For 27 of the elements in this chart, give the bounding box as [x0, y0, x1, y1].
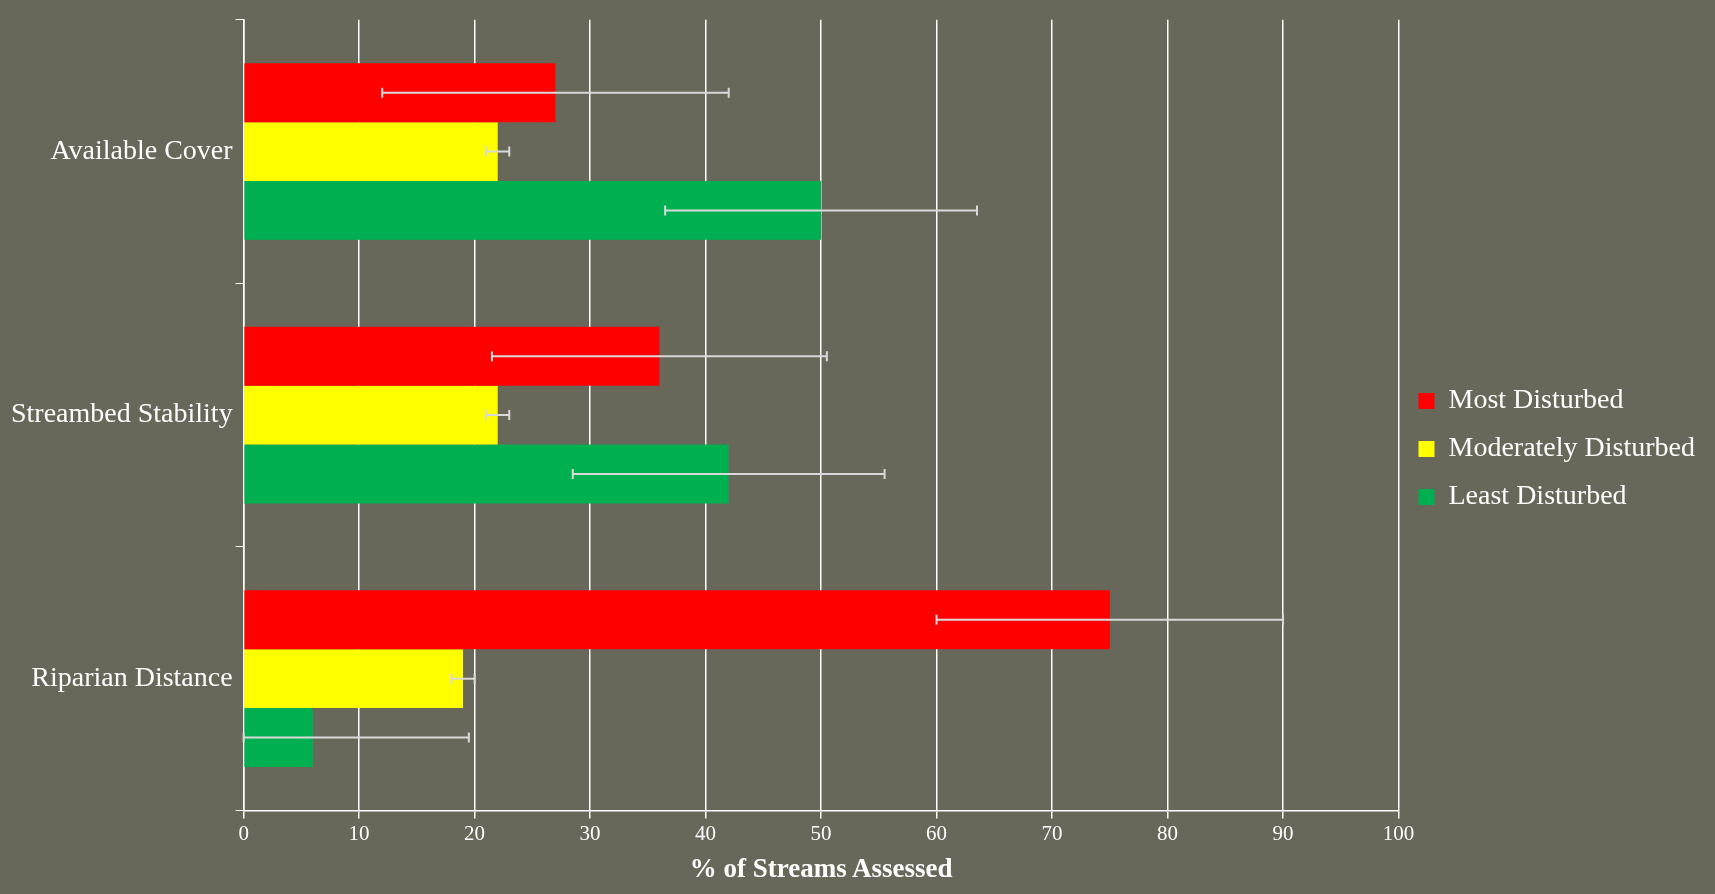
bar	[244, 590, 1110, 650]
y-tick-label: Streambed Stability	[10, 397, 233, 429]
x-tick-label: 90	[1272, 820, 1294, 845]
y-tick-label: Riparian Distance	[31, 660, 233, 692]
x-tick-label: 80	[1157, 820, 1179, 845]
x-axis-title: % of Streams Assessed	[689, 852, 953, 883]
legend-label: Most Disturbed	[1448, 383, 1624, 415]
bar	[244, 122, 498, 181]
bar	[244, 385, 498, 445]
y-tick-label: Available Cover	[50, 133, 234, 165]
x-tick-label: 40	[695, 820, 717, 845]
bar	[244, 708, 313, 767]
x-tick-label: 30	[579, 820, 601, 845]
x-tick-label: 20	[464, 820, 486, 845]
x-tick-label: 0	[238, 820, 249, 845]
bar	[244, 444, 729, 504]
x-tick-label: 70	[1041, 820, 1063, 845]
bar	[244, 181, 822, 240]
bar	[244, 326, 660, 386]
bar	[244, 63, 556, 123]
bar	[244, 649, 464, 709]
x-tick-label: 50	[810, 820, 832, 845]
legend-label: Least Disturbed	[1448, 479, 1627, 511]
x-tick-label: 60	[926, 820, 948, 845]
x-tick-label: 100	[1382, 820, 1415, 845]
x-tick-label: 10	[348, 820, 370, 845]
legend-label: Moderately Disturbed	[1448, 431, 1696, 463]
